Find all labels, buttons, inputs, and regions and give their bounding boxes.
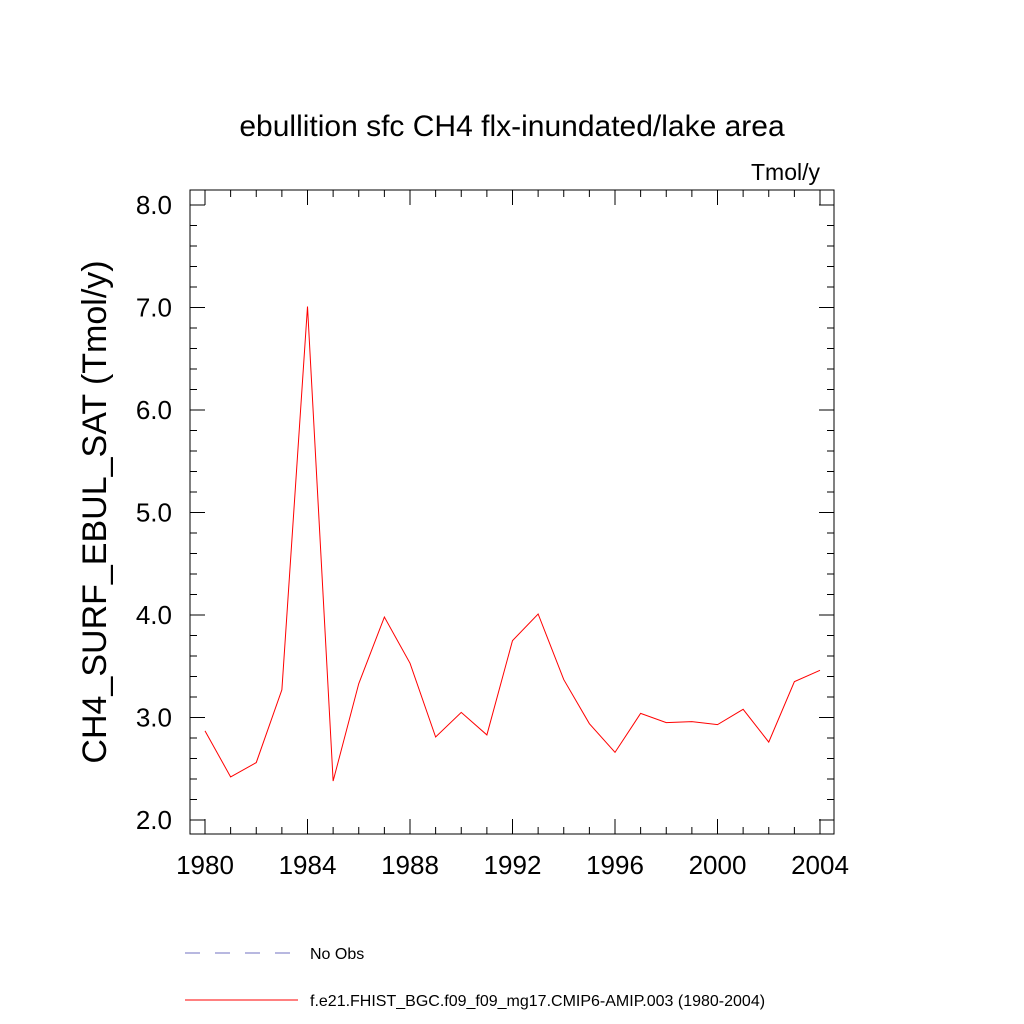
- x-tick-label: 1980: [176, 850, 234, 880]
- axes-frame: [189, 189, 835, 835]
- x-tick-label: 1988: [381, 850, 439, 880]
- x-tick-label: 2000: [689, 850, 747, 880]
- legend: No Obs f.e21.FHIST_BGC.f09_f09_mg17.CMIP6…: [185, 946, 765, 1010]
- legend-label: f.e21.FHIST_BGC.f09_f09_mg17.CMIP6-AMIP.…: [310, 993, 765, 1010]
- chart-title: ebullition sfc CH4 flx-inundated/lake ar…: [239, 110, 785, 143]
- y-tick-label: 8.0: [136, 190, 172, 220]
- y-tick-label: 5.0: [136, 498, 172, 528]
- series-line: [204, 306, 821, 782]
- plot-frame: [189, 189, 835, 835]
- y-tick-label: 3.0: [136, 703, 172, 733]
- y-tick-label: 2.0: [136, 805, 172, 835]
- y-axis-label: CH4_SURF_EBUL_SAT (Tmol/y): [76, 260, 114, 763]
- legend-label: No Obs: [310, 946, 364, 963]
- axis-ticks: [190, 190, 834, 834]
- x-tick-label: 1996: [586, 850, 644, 880]
- y-tick-label: 6.0: [136, 395, 172, 425]
- y-tick-label: 7.0: [136, 293, 172, 323]
- tick-labels: 2.0 3.0 4.0 5.0 6.0 7.0 8.0 1980 1984 1988 1992 199…: [136, 190, 849, 880]
- units-label: Tmol/y: [751, 159, 821, 185]
- x-tick-label: 2004: [791, 850, 849, 880]
- y-tick-label: 4.0: [136, 600, 172, 630]
- x-tick-label: 1992: [484, 850, 542, 880]
- plot-series: [204, 306, 821, 782]
- x-tick-label: 1984: [279, 850, 337, 880]
